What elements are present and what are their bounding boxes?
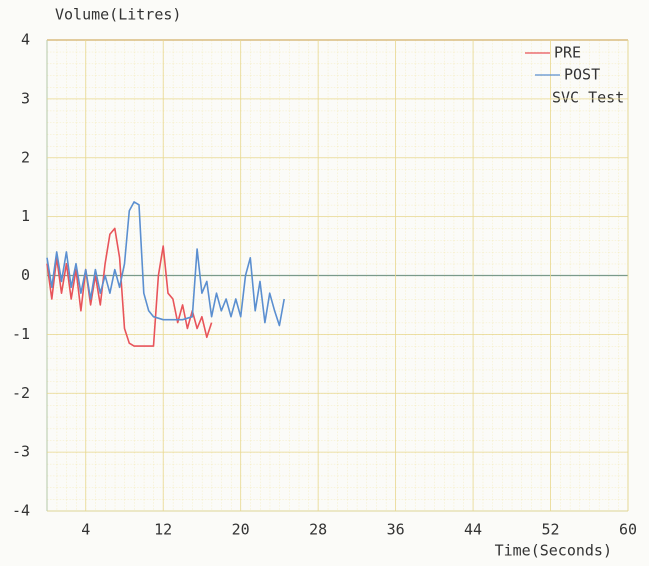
legend-label: PRE [554,44,581,62]
y-tick-label: 0 [21,266,30,284]
annotation: SVC Test [552,89,624,107]
y-tick-label: 2 [21,148,30,166]
x-tick-label: 44 [464,521,482,539]
y-tick-label: -3 [12,443,30,461]
y-tick-label: -4 [12,502,30,520]
x-tick-label: 12 [154,521,172,539]
y-axis-label: Volume(Litres) [55,6,181,24]
series-line [46,227,213,347]
legend-label: POST [564,66,600,84]
x-axis-label: Time(Seconds) [495,542,612,560]
x-tick-label: 60 [619,521,637,539]
x-tick-label: 20 [232,521,250,539]
y-tick-label: 1 [21,207,30,225]
x-tick-label: 4 [81,521,90,539]
x-tick-label: 36 [387,521,405,539]
x-tick-label: 28 [309,521,327,539]
y-tick-label: -2 [12,384,30,402]
series-line [46,201,285,327]
y-tick-label: -1 [12,325,30,343]
y-tick-label: 3 [21,89,30,107]
x-tick-label: 52 [542,521,560,539]
y-tick-label: 4 [21,31,30,49]
